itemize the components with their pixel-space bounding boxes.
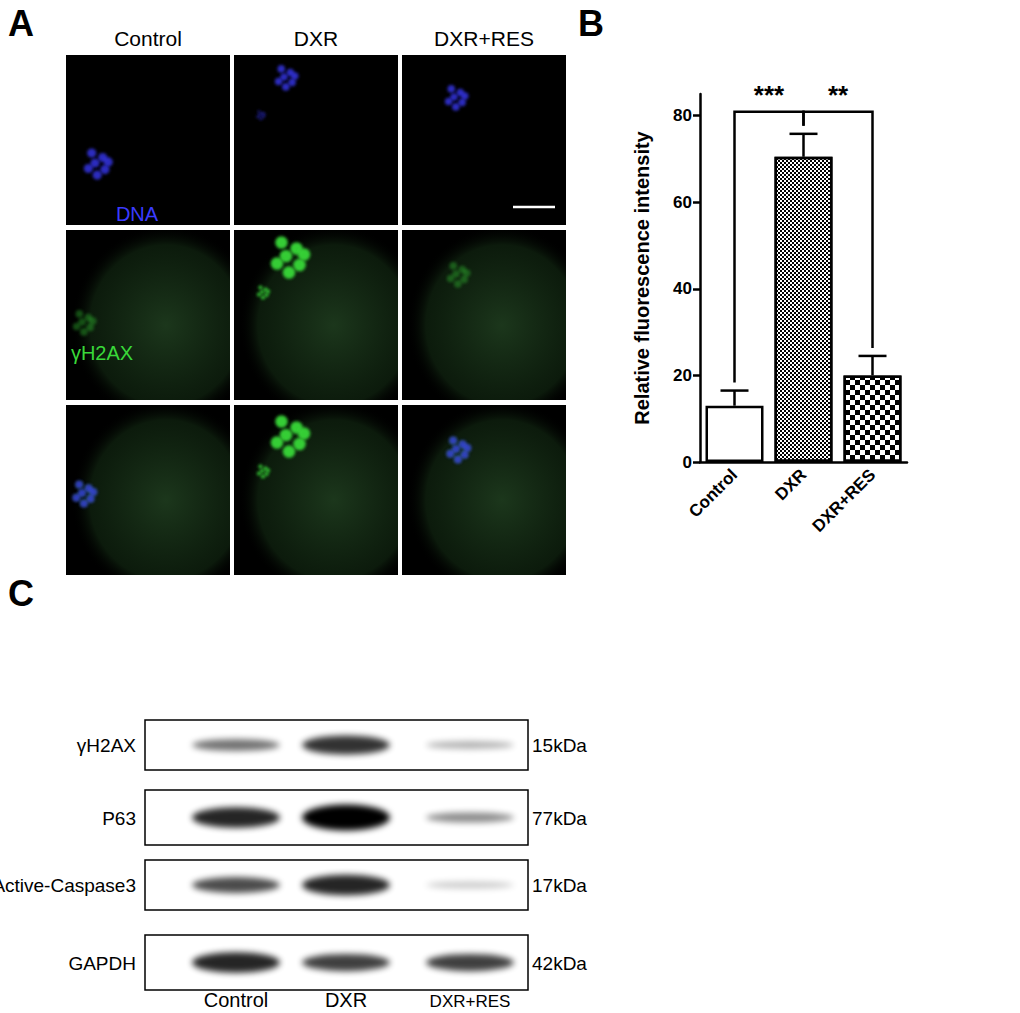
- svg-text:γH2AX: γH2AX: [77, 735, 136, 756]
- svg-text:DXR: DXR: [771, 465, 810, 504]
- svg-text:DXR: DXR: [294, 27, 338, 50]
- svg-text:DXR+RES: DXR+RES: [430, 992, 511, 1011]
- svg-text:77kDa: 77kDa: [532, 808, 587, 829]
- svg-text:60: 60: [673, 193, 692, 212]
- svg-text:Control: Control: [114, 27, 182, 50]
- svg-text:40: 40: [673, 279, 692, 298]
- svg-text:γH2AX: γH2AX: [71, 342, 133, 364]
- svg-text:GAPDH: GAPDH: [68, 953, 136, 974]
- svg-text:20: 20: [673, 366, 692, 385]
- svg-text:P63: P63: [102, 808, 136, 829]
- svg-text:42kDa: 42kDa: [532, 953, 587, 974]
- svg-text:Relative fluorescence intensit: Relative fluorescence intensity: [631, 130, 653, 424]
- svg-text:Control: Control: [685, 465, 741, 521]
- svg-text:Active-Caspase3: Active-Caspase3: [0, 875, 136, 896]
- svg-text:DXR+RES: DXR+RES: [809, 465, 880, 536]
- svg-text:B: B: [578, 3, 604, 44]
- svg-text:DNA: DNA: [116, 203, 159, 225]
- svg-text:DXR+RES: DXR+RES: [434, 27, 534, 50]
- svg-text:C: C: [8, 573, 34, 614]
- svg-text:0: 0: [683, 453, 692, 472]
- svg-text:***: ***: [754, 80, 785, 110]
- svg-text:80: 80: [673, 106, 692, 125]
- svg-text:DXR: DXR: [325, 989, 367, 1011]
- svg-text:A: A: [8, 3, 34, 44]
- svg-text:15kDa: 15kDa: [532, 735, 587, 756]
- svg-text:Control: Control: [204, 989, 268, 1011]
- svg-text:**: **: [828, 80, 849, 110]
- svg-text:17kDa: 17kDa: [532, 875, 587, 896]
